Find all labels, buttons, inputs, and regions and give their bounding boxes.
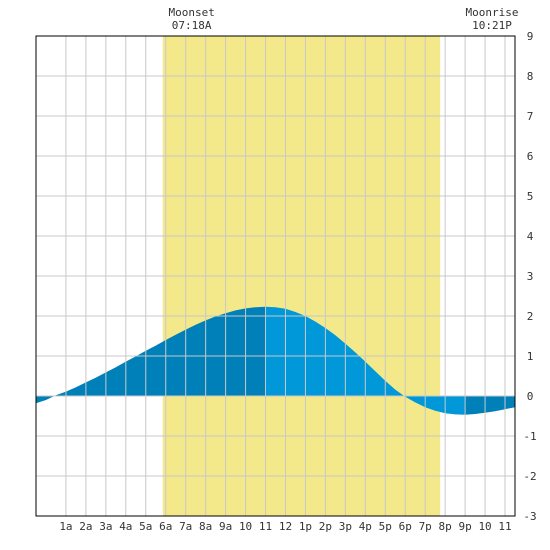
x-tick-label: 1a	[59, 520, 72, 533]
x-tick-label: 5p	[379, 520, 392, 533]
y-tick-label: 1	[527, 350, 534, 363]
x-tick-label: 6p	[399, 520, 412, 533]
y-tick-label: 7	[527, 110, 534, 123]
x-tick-label: 2p	[319, 520, 332, 533]
x-tick-label: 9p	[458, 520, 471, 533]
x-tick-label: 3p	[339, 520, 352, 533]
tide-area-falling	[265, 306, 466, 415]
x-tick-label: 12	[279, 520, 292, 533]
y-tick-label: -1	[523, 430, 536, 443]
x-tick-label: 3a	[99, 520, 112, 533]
y-tick-label: 6	[527, 150, 534, 163]
x-tick-label: 11	[259, 520, 272, 533]
x-tick-label: 6a	[159, 520, 172, 533]
x-tick-label: 4p	[359, 520, 372, 533]
x-tick-label: 9a	[219, 520, 232, 533]
event-time: 07:18A	[172, 19, 212, 32]
x-tick-label: 11	[498, 520, 511, 533]
y-tick-label: -2	[523, 470, 536, 483]
y-tick-label: 5	[527, 190, 534, 203]
x-tick-label: 8a	[199, 520, 212, 533]
tide-area-rising	[36, 306, 266, 404]
x-tick-label: 10	[239, 520, 252, 533]
y-tick-label: -3	[523, 510, 536, 523]
y-tick-label: 9	[527, 30, 534, 43]
event-time: 10:21P	[472, 19, 512, 32]
plot-frame	[35, 35, 516, 517]
x-tick-label: 2a	[79, 520, 92, 533]
y-tick-label: 2	[527, 310, 534, 323]
x-tick-label: 1p	[299, 520, 312, 533]
tide-area-rising-late	[465, 396, 515, 415]
y-tick-label: 4	[527, 230, 534, 243]
y-tick-label: 8	[527, 70, 534, 83]
x-tick-label: 4a	[119, 520, 132, 533]
x-tick-label: 7a	[179, 520, 192, 533]
x-tick-label: 7p	[419, 520, 432, 533]
event-name: Moonrise	[466, 6, 519, 19]
x-tick-label: 5a	[139, 520, 152, 533]
x-tick-label: 10	[478, 520, 491, 533]
event-name: Moonset	[168, 6, 214, 19]
y-tick-label: 0	[527, 390, 534, 403]
x-tick-label: 8p	[439, 520, 452, 533]
y-tick-label: 3	[527, 270, 534, 283]
